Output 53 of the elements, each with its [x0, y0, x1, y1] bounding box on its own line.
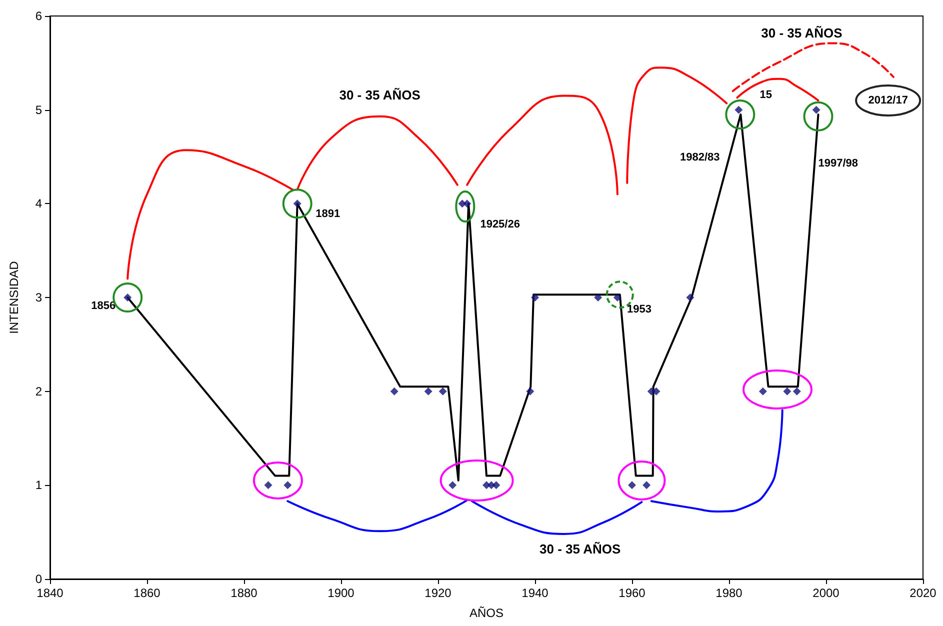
- point: [390, 387, 398, 396]
- y-tick-label: 6: [35, 9, 42, 23]
- point: [652, 387, 660, 396]
- y-tick-label: 4: [35, 196, 42, 211]
- x-tick-label: 1860: [134, 586, 161, 600]
- line-series: [470, 500, 643, 535]
- point: [783, 387, 792, 396]
- point: [686, 294, 694, 302]
- annotation: 30 - 35 AÑOS: [540, 541, 622, 556]
- annotation: 30 - 35 AÑOS: [339, 87, 421, 102]
- line-series: [650, 409, 784, 512]
- point: [448, 481, 457, 490]
- y-tick-label: 0: [35, 572, 42, 586]
- annotation: 1925/26: [480, 218, 520, 230]
- annotation: 2012/17: [868, 94, 908, 106]
- x-tick-label: 2000: [812, 586, 840, 600]
- annotation: 1953: [627, 304, 652, 316]
- annotation: 15: [760, 88, 772, 101]
- point: [594, 294, 602, 302]
- x-tick-label: 1900: [328, 586, 355, 600]
- line-series: [286, 499, 468, 532]
- y-tick-label: 5: [35, 102, 42, 117]
- x-tick-label: 1880: [230, 586, 258, 600]
- annotation: 30 - 35 AÑOS: [761, 25, 843, 40]
- y-axis-title: INTENSIDAD: [7, 260, 21, 334]
- point: [531, 294, 539, 302]
- annotation: 1982/83: [680, 152, 720, 164]
- y-tick-label: 1: [35, 478, 42, 492]
- point: [734, 106, 743, 114]
- point: [438, 387, 447, 396]
- point: [492, 481, 500, 490]
- y-tick-label: 2: [35, 384, 42, 398]
- point: [284, 481, 292, 490]
- point: [424, 387, 432, 396]
- point: [264, 481, 272, 490]
- annotation: 1891: [316, 208, 340, 220]
- point: [792, 387, 801, 396]
- x-tick-label: 2020: [910, 586, 937, 600]
- x-tick-label: 1940: [522, 586, 549, 600]
- y-tick-label: 3: [35, 290, 42, 304]
- x-axis-title: AÑOS: [469, 606, 504, 620]
- point: [642, 481, 651, 490]
- x-tick-label: 1840: [36, 586, 64, 600]
- x-tick-label: 1980: [716, 586, 743, 600]
- x-tick-label: 1960: [618, 586, 646, 600]
- annotation: 1856: [91, 300, 116, 312]
- x-tick-label: 1920: [424, 586, 452, 600]
- point: [758, 387, 767, 396]
- line-series: [466, 94, 618, 196]
- point: [812, 106, 820, 114]
- point: [526, 387, 534, 396]
- point: [628, 481, 636, 490]
- annotation: 1997/98: [818, 157, 858, 170]
